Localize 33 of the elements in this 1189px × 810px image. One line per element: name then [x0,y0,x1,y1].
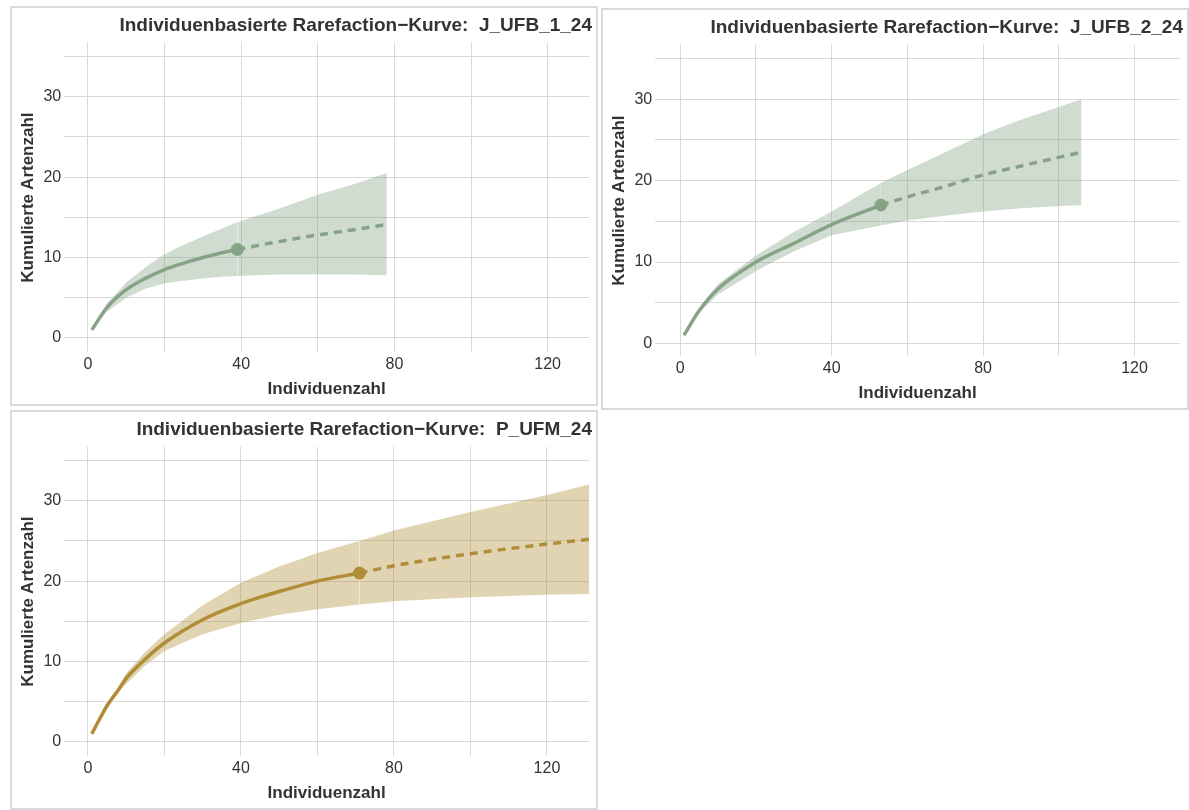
chart-title: Individuenbasierte Rarefaction−Kurve: J_UFB_2_24 [710,15,1184,37]
x-tick-label: 120 [533,759,561,777]
y-tick-label: 10 [634,252,653,270]
y-axis-title: Kumulierte Artenzahl [608,115,628,286]
x-axis-title: Individuenzahl [267,783,386,803]
y-tick-label: 30 [43,87,62,105]
x-tick-label: 40 [232,759,250,777]
x-tick-label: 0 [675,359,685,377]
x-tick-label: 40 [232,355,251,373]
x-tick-label: 80 [385,759,403,777]
y-tick-label: 30 [634,89,653,107]
y-axis-title: Kumulierte Artenzahl [17,516,37,687]
x-tick-label: 40 [822,359,841,377]
x-axis-title: Individuenzahl [267,379,386,399]
y-axis-title: Kumulierte Artenzahl [17,112,37,283]
chart-title: Individuenbasierte Rarefaction−Kurve: J_UFB_1_24 [119,13,593,35]
x-axis-title: Individuenzahl [858,383,977,403]
y-tick-label: 10 [43,651,62,669]
x-tick-label: 80 [385,355,404,373]
y-tick-label: 0 [52,328,62,346]
x-tick-label: 0 [83,759,93,777]
x-tick-label: 80 [974,359,993,377]
y-tick-label: 20 [634,171,653,189]
y-tick-label: 0 [52,732,62,750]
y-tick-label: 20 [43,571,62,589]
y-tick-label: 30 [43,491,62,509]
y-tick-label: 20 [43,167,62,185]
chart-title: Individuenbasierte Rarefaction−Kurve: P_UFM_24 [136,417,593,439]
y-tick-label: 10 [43,247,62,265]
x-tick-label: 0 [83,355,93,373]
y-tick-label: 0 [643,333,653,351]
x-tick-label: 120 [534,355,562,373]
x-tick-label: 120 [1121,359,1149,377]
